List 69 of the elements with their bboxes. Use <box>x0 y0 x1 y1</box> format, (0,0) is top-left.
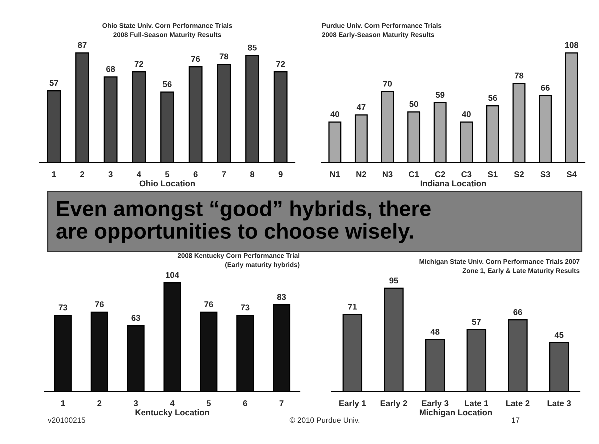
data-label: 72 <box>134 61 144 68</box>
x-axis-title: Indiana Location <box>420 180 486 187</box>
data-label: 57 <box>50 80 58 86</box>
x-tick-label: 6 <box>194 172 198 178</box>
x-tick-label: 1 <box>61 400 66 406</box>
x-tick-label: Early 3 <box>422 400 449 408</box>
x-tick-label: 2 <box>80 172 84 178</box>
data-label: 95 <box>390 278 398 284</box>
data-label: 63 <box>132 315 140 322</box>
x-tick-label: S4 <box>566 172 577 178</box>
data-label: 68 <box>106 66 116 72</box>
x-tick-label: Early 2 <box>380 400 408 408</box>
x-axis-title: Ohio Location <box>140 180 195 187</box>
x-tick-label: 5 <box>206 400 212 406</box>
data-label: 73 <box>241 304 250 311</box>
x-tick-label: C1 <box>409 172 420 178</box>
data-label: 66 <box>514 309 522 316</box>
data-label: 59 <box>436 92 445 98</box>
data-label: 57 <box>472 319 481 326</box>
x-tick-label: 4 <box>136 172 142 178</box>
x-tick-label: 1 <box>52 172 56 178</box>
x-tick-label: S3 <box>540 172 550 178</box>
x-axis-title: Kentucky Location <box>136 409 210 418</box>
data-label: 104 <box>166 272 180 278</box>
data-label: 83 <box>277 294 286 300</box>
x-tick-label: N3 <box>382 172 393 178</box>
x-tick-label: 3 <box>134 400 138 406</box>
x-tick-label: Late 3 <box>548 400 572 406</box>
data-label: 40 <box>462 111 471 118</box>
x-tick-label: Early 1 <box>340 400 366 408</box>
x-tick-label: Late 2 <box>506 400 530 406</box>
data-label: 56 <box>163 81 172 88</box>
data-label: 76 <box>95 302 104 308</box>
data-label: 45 <box>554 332 564 338</box>
x-tick-label: 3 <box>108 172 113 178</box>
data-label: 76 <box>192 56 200 62</box>
data-label: 73 <box>58 304 68 311</box>
data-label: 66 <box>541 85 550 91</box>
x-tick-label: Late 1 <box>465 400 488 406</box>
data-label: 71 <box>348 304 358 310</box>
data-label: 78 <box>514 72 524 79</box>
x-tick-label: S1 <box>488 172 498 178</box>
data-label: 78 <box>220 54 229 60</box>
data-label: 108 <box>565 42 579 48</box>
x-tick-label: 5 <box>165 172 170 178</box>
data-label: 87 <box>78 42 87 48</box>
x-tick-label: 9 <box>278 172 283 178</box>
data-label: 72 <box>276 61 286 68</box>
x-tick-label: C3 <box>462 172 472 178</box>
x-tick-label: 4 <box>170 400 175 406</box>
x-tick-label: 7 <box>280 400 284 406</box>
data-label: 56 <box>488 95 498 102</box>
x-tick-label: 6 <box>243 400 248 406</box>
data-label: 85 <box>248 44 257 51</box>
x-tick-label: 8 <box>250 172 255 178</box>
data-label: 70 <box>383 80 392 87</box>
x-axis-title: Michigan Location <box>420 409 492 418</box>
x-tick-label: N1 <box>330 172 340 178</box>
text: Even amongst “good” hybrids, there are opportunities to choose wisely. <box>56 200 431 244</box>
x-tick-label: 7 <box>222 172 226 178</box>
data-label: 50 <box>410 101 418 108</box>
data-label: 76 <box>204 302 214 308</box>
x-tick-label: S2 <box>514 172 524 178</box>
x-tick-label: N2 <box>356 172 366 178</box>
x-tick-label: 2 <box>98 400 102 406</box>
x-tick-label: C2 <box>435 172 446 178</box>
data-label: 47 <box>356 104 366 110</box>
data-label: 48 <box>430 329 440 335</box>
data-label: 40 <box>330 111 340 118</box>
